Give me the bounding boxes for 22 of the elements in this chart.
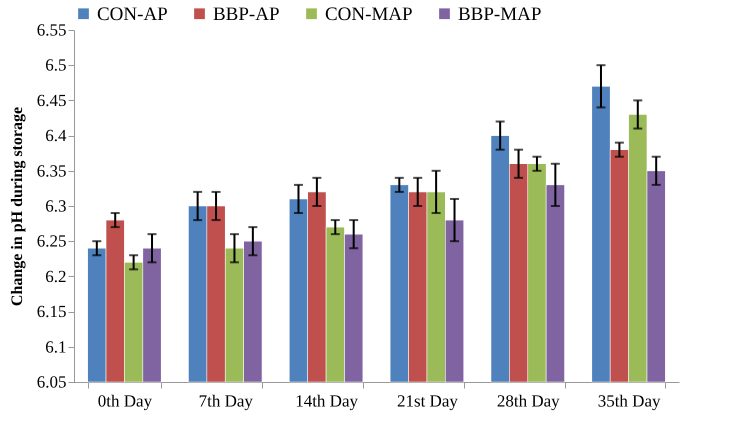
legend-label: CON-MAP [325,4,413,25]
x-tick-label: 7th Day [198,392,254,410]
y-tick-label: 6.05 [36,372,66,392]
y-tick-label: 6.45 [36,90,66,110]
y-tick-label: 6.2 [45,266,66,286]
y-axis-title: Change in pH during storage [8,106,26,306]
y-tick-label: 6.25 [36,232,66,251]
y-tick-label: 6.5 [45,56,66,75]
x-tick-label: 14th Day [295,392,358,410]
x-tick-label: 28th Day [496,392,560,410]
y-tick-label: 6.4 [45,126,67,146]
y-tick-label: 6.3 [45,196,66,216]
y-tick-label: 6.15 [36,302,66,322]
x-tick-label: 21st Day [396,392,458,410]
x-tick-label: 35th Day [598,392,661,410]
legend-label: CON-AP [97,4,168,25]
legend-label: BBP-AP [213,4,280,25]
y-tick-label: 6.55 [36,20,66,40]
y-tick-label: 6.35 [36,161,66,180]
y-tick-label: 6.1 [45,337,66,356]
x-tick-label: 0th Day [98,392,153,410]
legend-label: BBP-MAP [458,4,542,25]
